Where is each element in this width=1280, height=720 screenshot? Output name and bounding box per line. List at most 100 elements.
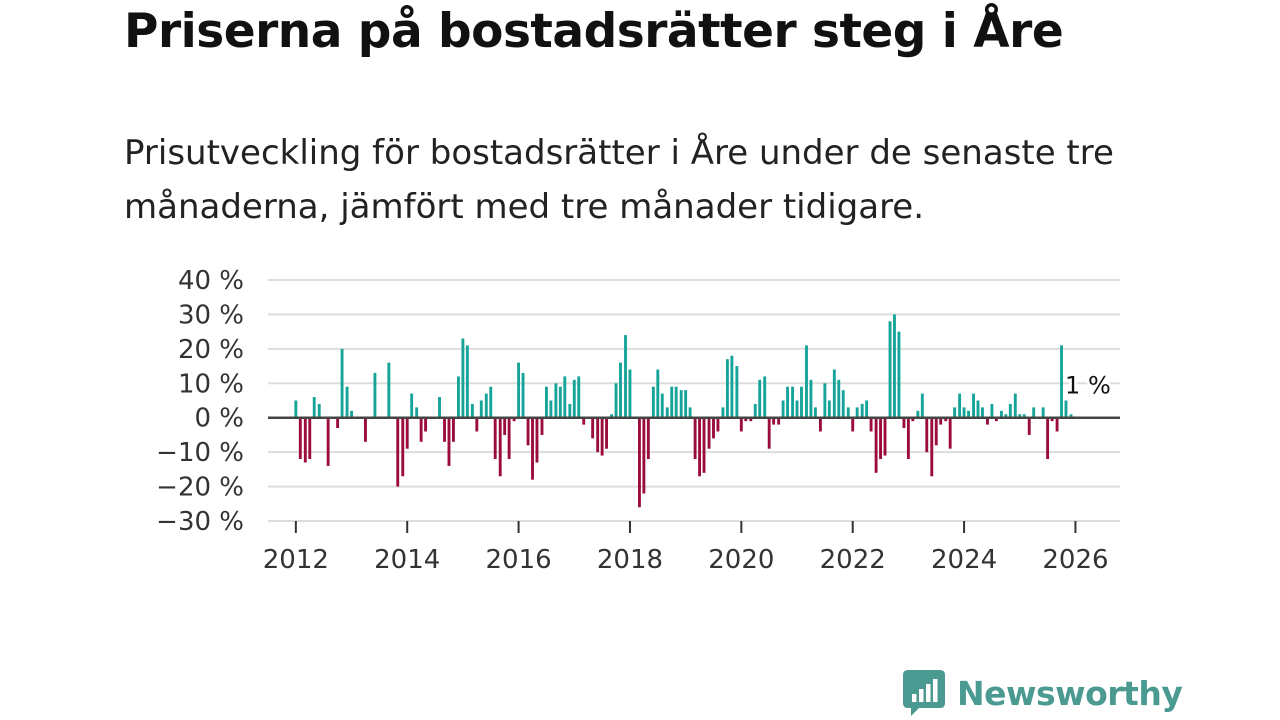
bar [1041, 407, 1045, 418]
bar [651, 386, 655, 418]
bar [1064, 400, 1068, 418]
bar [1050, 417, 1054, 422]
bar [679, 390, 683, 418]
x-tick-label: 2014 [374, 545, 440, 575]
bar [521, 372, 525, 418]
bar [1069, 414, 1073, 418]
bar [443, 417, 446, 442]
bar [303, 417, 307, 463]
bar [916, 410, 920, 418]
bar [1032, 407, 1036, 418]
bar [684, 390, 688, 418]
bar [939, 417, 943, 425]
y-tick-label: 30 % [178, 300, 244, 330]
bar [660, 393, 664, 418]
bar [396, 417, 400, 487]
bar [457, 376, 460, 418]
bar [893, 314, 896, 418]
x-tick-label: 2018 [597, 545, 663, 575]
bar [837, 379, 841, 418]
bar [693, 417, 697, 460]
bar [791, 386, 795, 418]
chart-title: Priserna på bostadsrätter steg i Åre [124, 4, 1064, 59]
bar [670, 386, 674, 418]
bar [934, 417, 938, 446]
gridlines [268, 279, 1120, 522]
bar [600, 417, 604, 456]
y-tick-label: 40 % [178, 266, 244, 296]
bar [568, 403, 572, 418]
bar [470, 403, 474, 418]
bar [823, 383, 827, 418]
bar [563, 376, 567, 418]
bar [906, 417, 910, 460]
bar [972, 393, 975, 418]
bar [948, 417, 952, 449]
bar [424, 417, 428, 432]
bar [591, 417, 595, 439]
bar [336, 417, 340, 429]
bar [786, 386, 789, 418]
bar [777, 417, 781, 425]
x-tick-label: 2020 [708, 545, 774, 575]
bar [582, 417, 586, 425]
bar [851, 417, 855, 432]
bar [452, 417, 455, 442]
bar [401, 417, 405, 477]
bar [646, 417, 650, 460]
bar [317, 403, 321, 418]
chart-subtitle: Prisutveckling för bostadsrätter i Åre u… [124, 133, 1114, 227]
bar [818, 417, 822, 432]
bar [1046, 417, 1050, 460]
bar [846, 407, 850, 418]
bar [813, 407, 817, 418]
bar [415, 407, 419, 418]
bar [730, 355, 734, 418]
bar [976, 400, 980, 418]
x-axis: 2012 2014 2016 2018 2020 2022 2024 2026 [263, 521, 1109, 575]
bar [981, 407, 984, 418]
bar [507, 417, 511, 460]
bar [340, 348, 344, 418]
bar [512, 417, 516, 422]
bar [1004, 414, 1008, 418]
bar [461, 338, 465, 418]
bar [735, 366, 739, 418]
bar [489, 386, 493, 418]
bar [544, 386, 548, 418]
bar [897, 331, 901, 418]
bar [577, 376, 581, 418]
bar [1018, 414, 1022, 418]
bar [312, 397, 316, 418]
bar [749, 417, 753, 422]
bar [716, 417, 720, 432]
y-tick-label: −20 % [156, 473, 244, 503]
bar [1027, 417, 1031, 435]
bar [479, 400, 483, 418]
y-tick-label: 10 % [178, 369, 244, 399]
bar [596, 417, 600, 453]
y-axis: 40 % 30 % 20 % 10 % 0 % −10 % −20 % −30 % [156, 266, 244, 537]
bar [558, 386, 562, 418]
bar [758, 379, 762, 418]
bar [364, 417, 367, 442]
bar [438, 397, 441, 418]
bar [962, 407, 966, 418]
bar [888, 321, 892, 418]
bar [994, 417, 998, 422]
bar [656, 369, 660, 418]
bar [493, 417, 497, 460]
bar [326, 417, 330, 466]
bar [744, 417, 748, 422]
bar [767, 417, 771, 449]
newsworthy-logo-icon [903, 670, 945, 716]
bar [637, 417, 641, 508]
bar [498, 417, 502, 477]
bar [879, 417, 882, 460]
bar [345, 386, 349, 418]
bar [298, 417, 302, 460]
bar [503, 417, 507, 435]
bar [809, 379, 813, 418]
brand-name: Newsworthy [957, 673, 1183, 713]
bar [642, 417, 646, 494]
